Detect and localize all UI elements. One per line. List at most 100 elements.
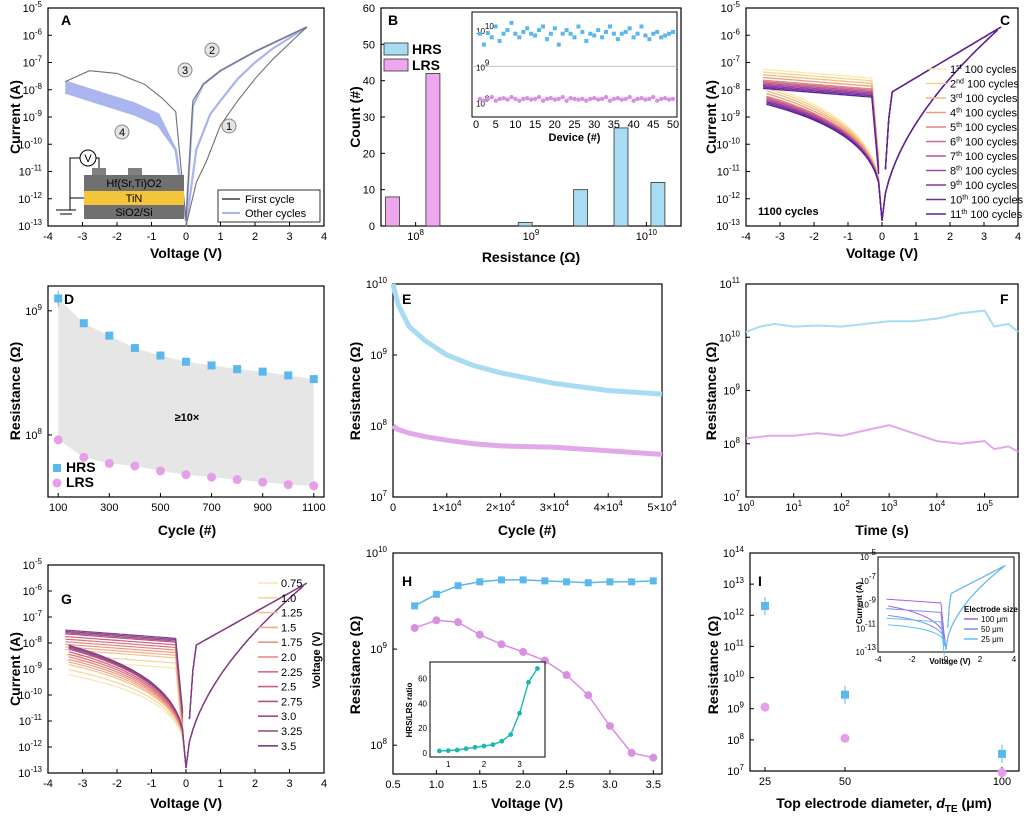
- inset-lrs-point: [493, 98, 498, 103]
- inset-lrs-point: [485, 96, 491, 102]
- iv-negative-sweep: [68, 644, 187, 768]
- y-tick-label: 10-12: [18, 739, 42, 754]
- inset-hrs-point: [647, 37, 652, 42]
- tick-exponent: 10: [485, 22, 494, 31]
- inset-lrs-point: [595, 97, 601, 102]
- tick-base: 10: [727, 766, 739, 778]
- inset-hrs-point: [485, 31, 490, 35]
- lrs-point: [997, 768, 1007, 778]
- inset-legend-label: 50 μm: [981, 625, 1004, 634]
- arrow-badge: [204, 42, 220, 58]
- inset-y-tick-label: 10-9: [860, 596, 877, 610]
- legend-number: 1: [950, 64, 956, 76]
- inset-hrs-point: [671, 29, 675, 34]
- inset-hrs-point: [501, 31, 506, 36]
- inset-lrs-point: [564, 98, 569, 103]
- inset-hrs-point: [525, 26, 530, 31]
- x-tick-label: 100: [49, 502, 67, 514]
- tick-base: 10: [860, 553, 869, 562]
- inset-lrs-point: [607, 98, 613, 103]
- panel-A: 10-1310-1210-1110-1010-910-810-710-610-5…: [7, 0, 327, 261]
- inset-y-tick-label: 10-11: [856, 619, 876, 633]
- tick-base: 10: [370, 350, 382, 362]
- lrs-point: [155, 466, 165, 476]
- inset-hrs-point: [588, 31, 593, 36]
- iv-set-sweep: [185, 585, 304, 768]
- iv-return-sweep: [947, 564, 1006, 628]
- tick-base: 10: [881, 502, 893, 514]
- y-tick-label: 10-6: [721, 27, 741, 42]
- inset-hrs-point: [667, 31, 672, 36]
- x-tick-label: 3.0: [602, 779, 617, 791]
- ratio-point: [508, 732, 514, 738]
- lrs-point: [432, 616, 441, 625]
- legend-ordinal: rd: [956, 93, 962, 100]
- x-tick-label: 1: [217, 778, 223, 790]
- y-tick-label: 60: [363, 3, 375, 15]
- inset-hrs-point: [544, 37, 549, 42]
- trace-hrs: [390, 283, 663, 397]
- inset-lrs-point: [477, 96, 483, 102]
- lrs-point: [53, 435, 63, 445]
- inset-hrs-point: [572, 35, 577, 40]
- hrs-point: [233, 365, 242, 374]
- x-tick-label: 100: [993, 776, 1011, 788]
- inset-x-tick-label: 10: [509, 119, 521, 131]
- hrs-point: [79, 319, 88, 328]
- inset-lrs-point: [501, 95, 506, 101]
- arrow-number: 4: [119, 127, 125, 139]
- y-axis-label: Current (A): [7, 80, 23, 154]
- inset-x-tick-label: 0: [944, 655, 949, 664]
- tick-exponent: 10: [378, 276, 387, 285]
- tick-exponent: 11: [732, 276, 741, 285]
- inset-x-tick-label: 30: [588, 119, 600, 131]
- tick-base: 10: [18, 768, 30, 780]
- iv-negative-return: [762, 76, 880, 164]
- y-tick-label: 1010: [366, 545, 388, 560]
- tick-base: 10: [18, 194, 30, 206]
- lrs-point: [309, 481, 319, 491]
- legend-label: 7th 100 cycles: [950, 151, 1017, 163]
- tick-base: 10: [370, 644, 382, 656]
- y-tick-label: 10-5: [23, 557, 43, 572]
- inset-hrs-point: [505, 28, 510, 33]
- x-axis-label: Voltage (V): [150, 795, 222, 811]
- y-tick-label: 1013: [723, 576, 745, 591]
- tick-exponent: -9: [869, 596, 877, 605]
- inset-hrs-point: [592, 33, 597, 38]
- lrs-point: [562, 671, 571, 680]
- histogram-bar-hrs: [573, 189, 589, 227]
- arrow-number: 3: [182, 65, 188, 77]
- curve-neg: [65, 70, 187, 221]
- iv-negative-return: [762, 85, 880, 172]
- y-tick-label: 107: [723, 489, 740, 504]
- inset-lrs-point: [525, 95, 530, 101]
- legend-label: LRS: [412, 57, 440, 73]
- tick-exponent: 9: [383, 641, 388, 650]
- inset-lrs-point: [509, 94, 514, 100]
- x-tick-label: -3: [775, 231, 785, 243]
- legend-label: 0.75: [281, 578, 302, 590]
- curve-set: [185, 26, 308, 227]
- tick-exponent: 8: [740, 732, 745, 741]
- tick-base: 10: [719, 279, 731, 291]
- inset-x-tick-label: 0: [473, 119, 479, 131]
- inset-hrs-point: [600, 35, 605, 40]
- inset-hrs-point: [521, 29, 526, 34]
- iv-negative-sweep: [888, 605, 947, 650]
- iv-negative-sweep: [766, 90, 883, 221]
- x-tick-label: -4: [43, 231, 53, 243]
- lrs-point: [475, 630, 484, 639]
- legend-label: 9th 100 cycles: [950, 180, 1017, 192]
- inset-lrs-point: [623, 96, 628, 102]
- tick-base: 10: [716, 221, 728, 233]
- inset-lrs-point: [662, 95, 668, 101]
- tick-exponent: 5: [988, 499, 993, 508]
- hrs-point: [649, 577, 657, 585]
- iv-negative-return: [762, 80, 880, 168]
- y-tick-label: 30: [363, 112, 375, 124]
- tick-mantissa: 3×10: [540, 502, 565, 514]
- tick-exponent: 4: [672, 499, 677, 508]
- x-tick-label: 1×104: [432, 499, 462, 514]
